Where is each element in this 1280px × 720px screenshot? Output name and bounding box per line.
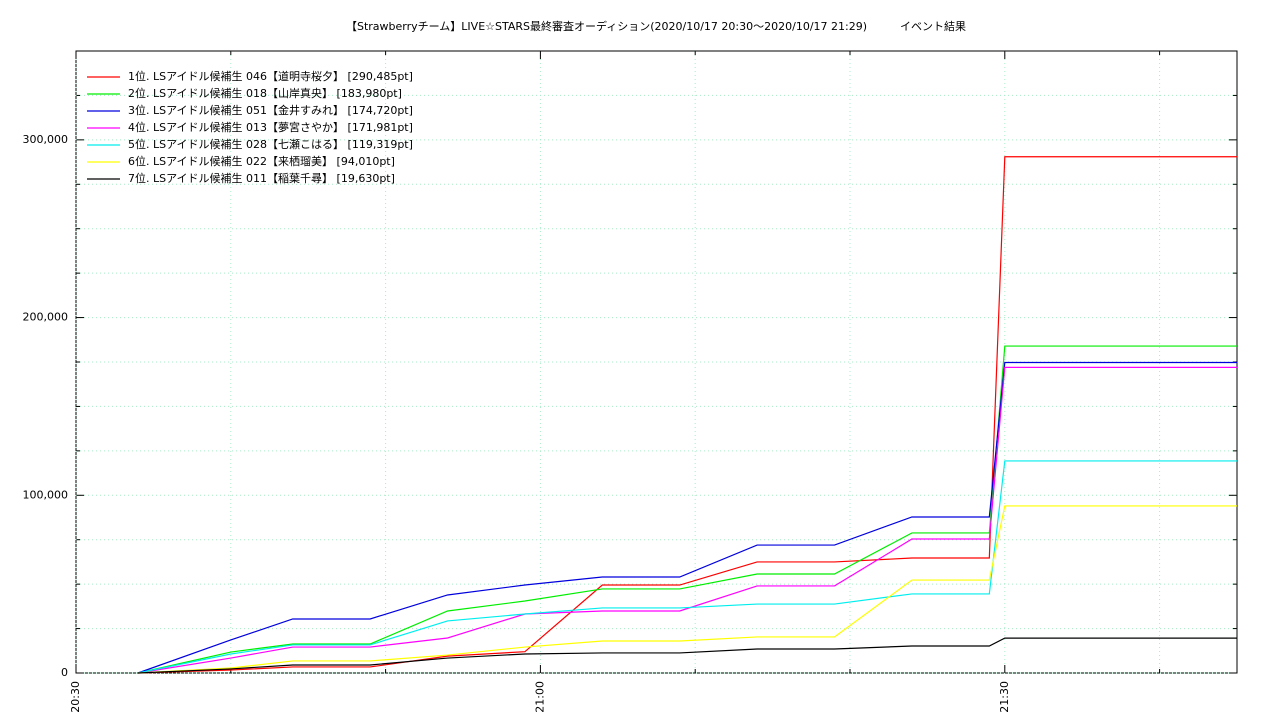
series-line	[137, 366, 1237, 674]
series-line	[137, 460, 1237, 674]
legend-label: 5位. LSアイドル候補生 028【七瀬こはる】 [119,319pt]	[128, 137, 413, 151]
legend-label: 1位. LSアイドル候補生 046【道明寺桜夕】 [290,485pt]	[128, 69, 413, 83]
y-tick-label: 100,000	[23, 488, 69, 501]
y-tick-label: 0	[61, 666, 68, 679]
legend-label: 7位. LSアイドル候補生 011【稲葉千尋】 [19,630pt]	[128, 171, 395, 185]
legend-label: 2位. LSアイドル候補生 018【山岸真央】 [183,980pt]	[128, 86, 402, 100]
series-line	[137, 156, 1237, 674]
y-tick-label: 200,000	[23, 311, 69, 324]
x-tick-label: 21:30	[998, 681, 1011, 713]
x-tick-label: 21:00	[533, 681, 546, 713]
legend-label: 6位. LSアイドル候補生 022【来栖瑠美】 [94,010pt]	[128, 154, 395, 168]
series-line	[137, 345, 1237, 674]
legend-label: 3位. LSアイドル候補生 051【金井すみれ】 [174,720pt]	[128, 103, 413, 117]
legend-label: 4位. LSアイドル候補生 013【夢宮さやか】 [171,981pt]	[128, 120, 413, 134]
series-line	[137, 637, 1237, 674]
x-tick-label: 20:30	[69, 681, 82, 713]
series-line	[137, 505, 1237, 674]
series-line	[137, 361, 1237, 674]
chart-title: 【Strawberryチーム】LIVE☆STARS最終審査オーディション(202…	[346, 19, 966, 33]
y-tick-label: 300,000	[23, 133, 69, 146]
